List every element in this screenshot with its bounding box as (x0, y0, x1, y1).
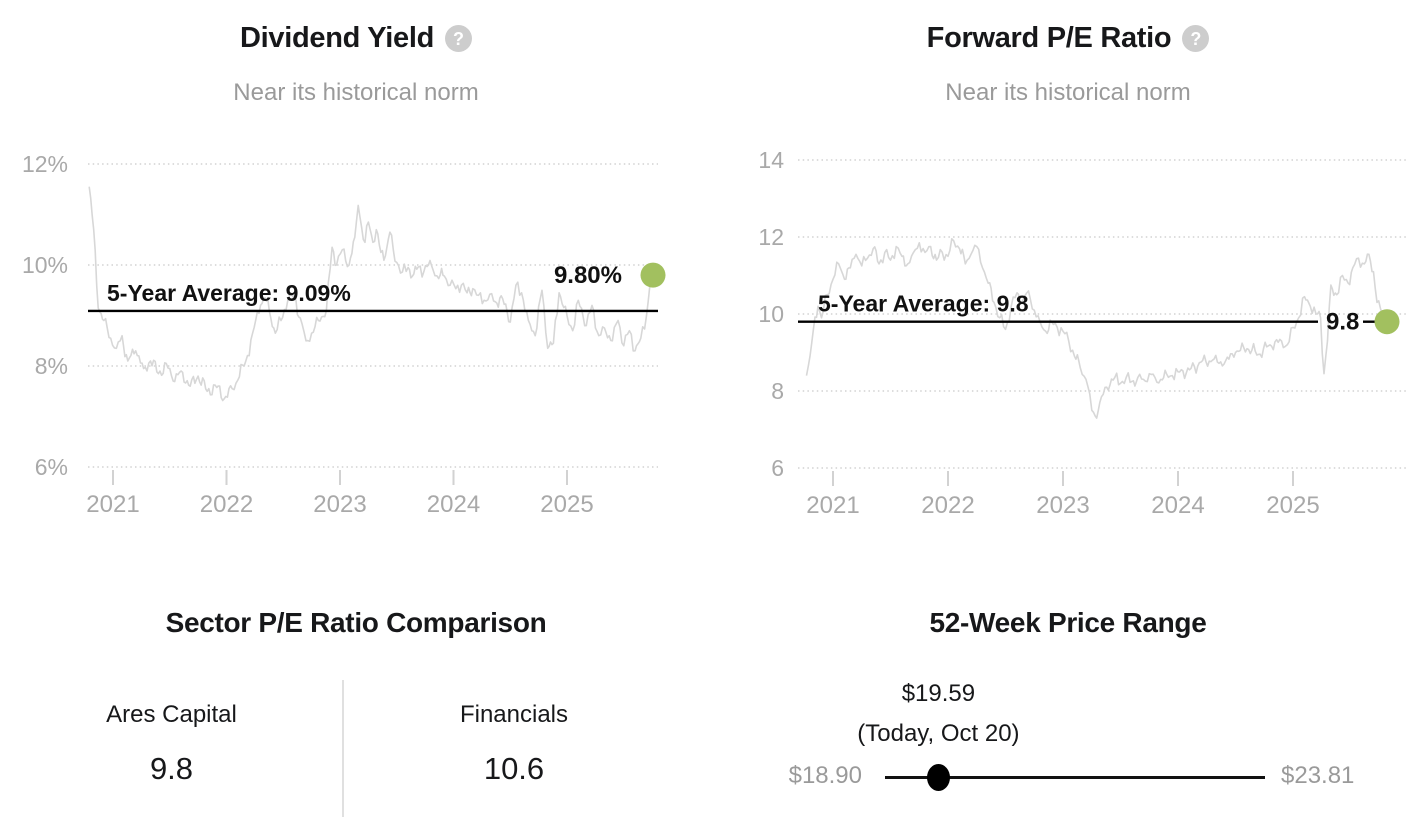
vertical-divider (342, 680, 344, 817)
series-line (805, 238, 1386, 419)
current-point-dot (1374, 309, 1400, 335)
dividend-yield-title-row: Dividend Yield ? (0, 22, 712, 55)
dividend-yield-subtitle: Near its historical norm (233, 79, 479, 106)
y-tick-label: 8 (771, 378, 784, 404)
current-price-note: (Today, Oct 20) (857, 720, 1020, 747)
y-tick-label: 12% (22, 151, 68, 177)
sector-label: Financials (459, 701, 569, 728)
x-tick-label: 2023 (1036, 492, 1089, 519)
average-line-label: 5-Year Average: 9.09% (107, 280, 351, 306)
current-value-label: 9.80% (554, 262, 622, 289)
sector-pe-comparison-panel: Sector P/E Ratio Comparison Ares Capital… (0, 580, 712, 834)
range-low-label: $18.90 (788, 762, 862, 789)
dividend-yield-title: Dividend Yield (239, 22, 434, 54)
y-tick-label: 10% (22, 252, 68, 278)
forward-pe-title: Forward P/E Ratio (926, 22, 1172, 54)
sector-pe-comparison-title: Sector P/E Ratio Comparison (165, 607, 547, 638)
current-price-dot (926, 764, 950, 791)
company-pe-value: 9.8 (149, 751, 194, 786)
y-tick-label: 10 (758, 301, 784, 327)
x-tick-label: 2024 (427, 491, 480, 518)
series-line (88, 186, 653, 402)
forward-pe-panel: Forward P/E Ratio ? Near its historical … (712, 0, 1424, 580)
forward-pe-chart[interactable]: 14 12 10 8 6 2021 2022 2023 2024 2025 5-Year Avera… (712, 140, 1424, 550)
question-circle-icon[interactable]: ? (445, 25, 472, 52)
y-tick-label: 6% (35, 454, 68, 480)
sector-pe-value: 10.6 (483, 751, 545, 786)
y-tick-label: 12 (758, 224, 784, 250)
x-tick-label: 2021 (86, 491, 139, 518)
x-tick-label: 2024 (1151, 492, 1204, 519)
y-tick-label: 6 (771, 455, 784, 481)
x-tick-label: 2023 (313, 491, 366, 518)
range-high-label: $23.81 (1281, 762, 1355, 789)
x-tick-label: 2022 (921, 492, 974, 519)
forward-pe-title-row: Forward P/E Ratio ? (712, 22, 1424, 55)
current-point-dot (640, 262, 666, 288)
average-line-label: 5-Year Average: 9.8 (818, 291, 1029, 317)
y-tick-label: 8% (35, 353, 68, 379)
forward-pe-subtitle: Near its historical norm (945, 79, 1191, 106)
x-tick-label: 2021 (806, 492, 859, 519)
dividend-yield-chart[interactable]: 12% 10% 8% 6% 2021 2022 2023 2024 2025 5-Year Ave… (0, 140, 712, 550)
y-tick-label: 14 (758, 147, 784, 173)
question-circle-icon[interactable]: ? (1182, 25, 1210, 52)
current-value-label: 9.8 (1326, 309, 1359, 336)
current-price: $19.59 (901, 680, 976, 707)
dividend-yield-panel: Dividend Yield ? Near its historical nor… (0, 0, 712, 580)
sector-column-financials: Financials 10.6 (344, 675, 684, 825)
range-track (885, 776, 1265, 779)
sector-column-ares-capital: Ares Capital 9.8 (0, 675, 343, 825)
company-label: Ares Capital (106, 701, 237, 728)
price-range-panel: 52-Week Price Range $19.59 (Today, Oct 2… (712, 580, 1424, 834)
price-range-title: 52-Week Price Range (929, 607, 1207, 638)
x-tick-label: 2022 (200, 491, 253, 518)
x-tick-label: 2025 (1266, 492, 1319, 519)
x-tick-label: 2025 (540, 491, 593, 518)
